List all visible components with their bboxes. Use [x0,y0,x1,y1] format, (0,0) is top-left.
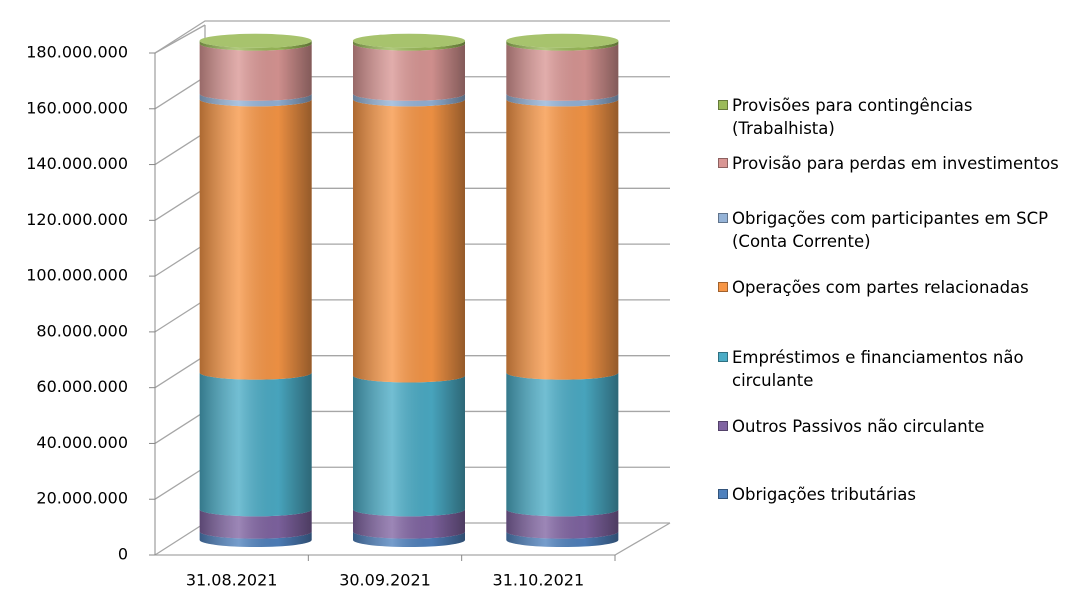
bar-shade [506,93,619,107]
y-tick-label: 60.000.000 [36,377,128,396]
bar-shade [199,509,312,539]
bar-shade [353,99,465,383]
bar-shade [353,40,465,51]
back-wall-edge [154,24,206,523]
legend-entry: Provisões para contingências (Trabalhist… [718,94,1063,140]
y-tick-label: 80.000.000 [36,321,128,340]
legend-label: Empréstimos e financiamentos não circula… [732,348,1024,390]
bar-top [199,33,312,48]
legend-label: Obrigações com participantes em SCP (Con… [732,209,1049,251]
legend-key [718,158,728,168]
bar-shade [199,99,312,380]
bar-shade [353,531,465,547]
bar-shade [199,43,312,101]
bar-shade [199,531,312,547]
bar-top [506,33,619,48]
bar-top [353,33,465,48]
x-tick-label: 31.08.2021 [186,571,278,590]
bar-shade [199,93,312,107]
legend-entry: Obrigações tributárias [718,483,1063,506]
bar-shade [353,43,465,101]
legend-key [718,282,728,292]
y-tick-label: 20.000.000 [36,489,128,508]
y-tick-label: 180.000.000 [26,43,128,62]
bar-shade [506,40,619,51]
legend-label: Obrigações tributárias [732,485,916,504]
legend-label: Outros Passivos não circulante [732,417,985,436]
bar-shade [506,372,619,517]
bar-shade [506,43,619,101]
x-tick-label: 30.09.2021 [339,571,431,590]
legend-key [718,489,728,499]
legend-entry: Outros Passivos não circulante [718,415,1063,438]
y-tick-label: 160.000.000 [26,98,128,117]
legend-entry: Operações com partes relacionadas [718,276,1063,299]
x-tick-label: 31.10.2021 [493,571,585,590]
legend-key [718,352,728,362]
legend-entry: Provisão para perdas em investimentos [718,152,1063,175]
bar-shade [353,375,465,517]
bar-shade [353,509,465,539]
legend-entry: Obrigações com participantes em SCP (Con… [718,207,1063,253]
y-tick-label: 0 [118,545,128,564]
y-tick-label: 120.000.000 [26,210,128,229]
bar-shade [506,99,619,380]
y-tick-label: 100.000.000 [26,266,128,285]
legend-label: Provisões para contingências (Trabalhist… [732,96,973,138]
legend-entry: Empréstimos e financiamentos não circula… [718,346,1063,392]
bar-shade [506,531,619,547]
legend-key [718,213,728,223]
legend-key [718,421,728,431]
y-tick-label: 140.000.000 [26,154,128,173]
y-tick-label: 40.000.000 [36,433,128,452]
bar-top-shade [506,33,619,48]
legend-label: Provisão para perdas em investimentos [732,154,1059,173]
legend-label: Operações com partes relacionadas [732,278,1029,297]
bar-shade [353,93,465,107]
bar-shade [506,509,619,539]
legend-key [718,100,728,110]
bar-top-shade [353,33,465,48]
grid-line [154,20,670,54]
bar-top-shade [199,33,312,48]
bar-shade [199,40,312,51]
bar-shade [199,372,312,517]
